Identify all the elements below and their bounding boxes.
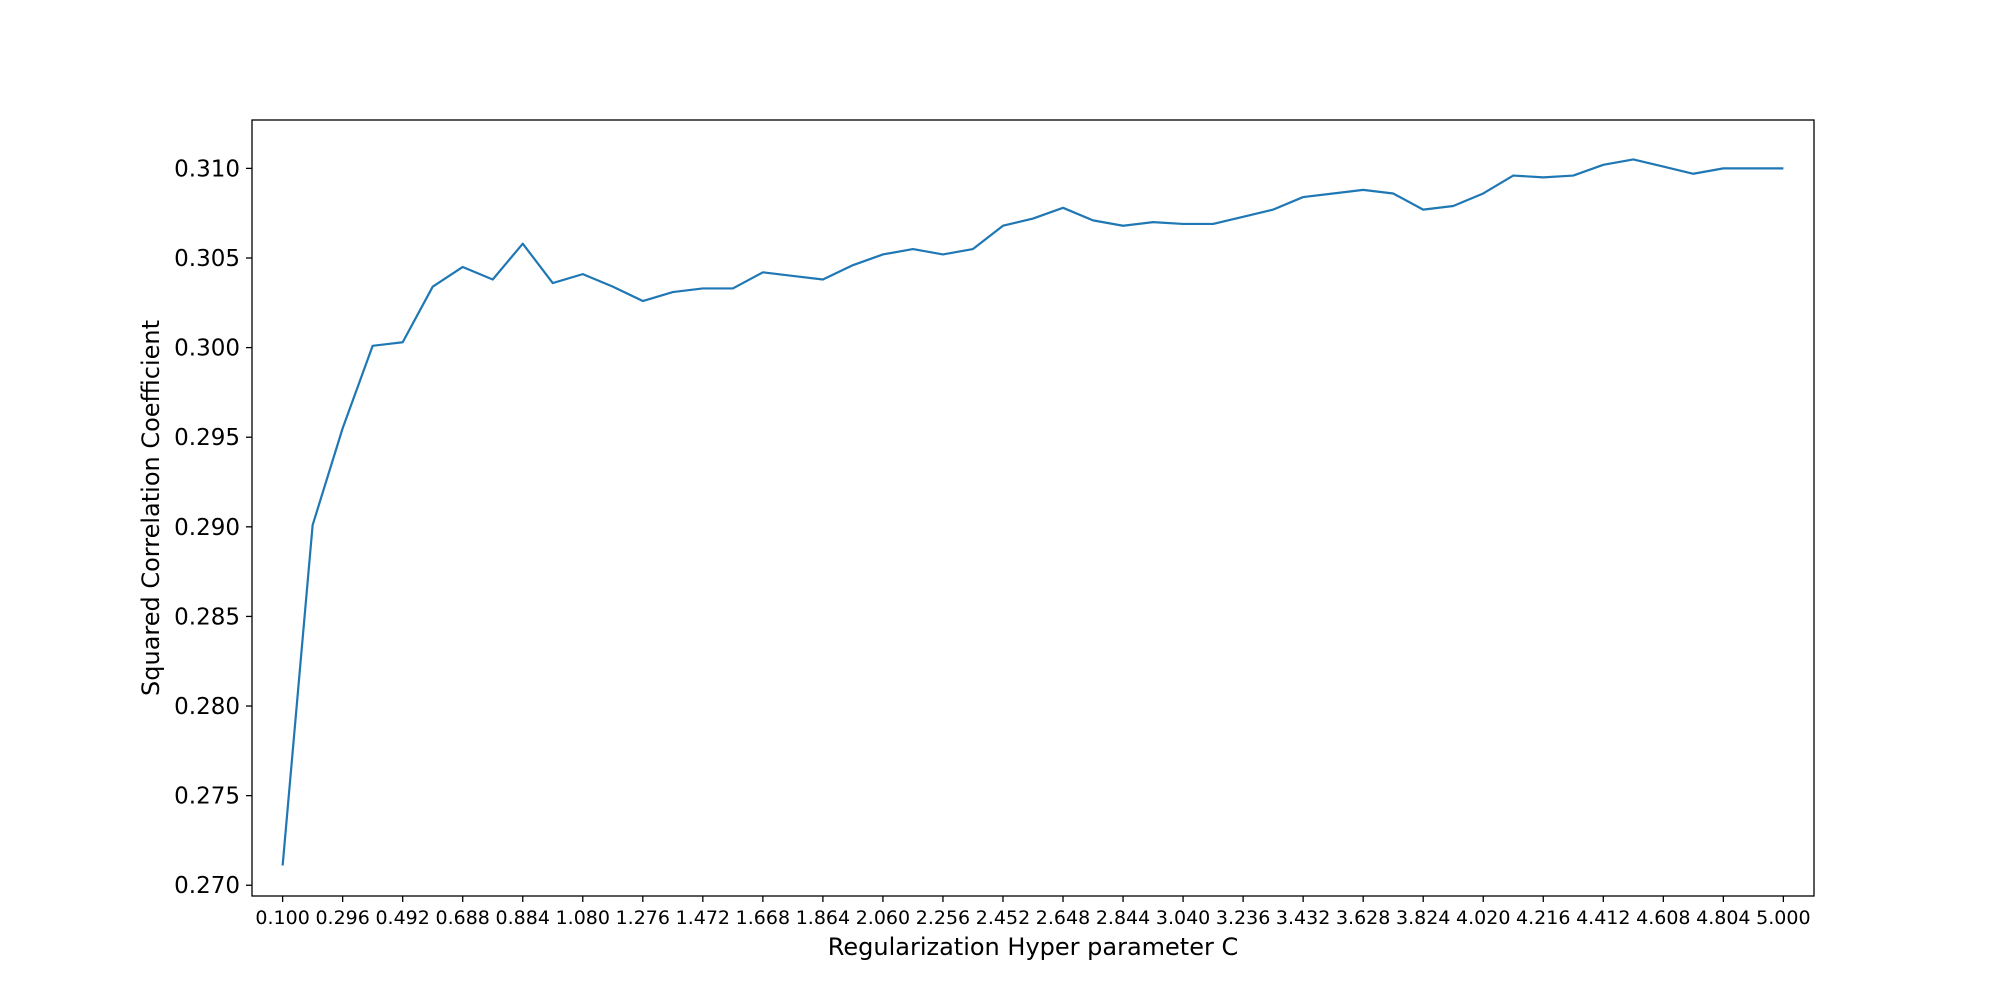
x-tick-label: 4.804 [1696,907,1750,929]
y-axis: 0.270 0.275 0.280 0.285 0.290 0.295 0.300 0.305… [174,156,252,899]
x-tick-label: 3.824 [1396,907,1450,929]
x-tick-label: 2.844 [1096,907,1150,929]
y-tick-label: 0.290 [174,515,240,541]
x-tick-label: 0.492 [375,907,429,929]
y-tick-label: 0.270 [174,873,240,899]
x-tick-label: 1.080 [556,907,610,929]
y-axis-title: Squared Correlation Coefficient [137,320,165,696]
x-tick-label: 1.276 [616,907,670,929]
x-tick-label: 2.060 [856,907,910,929]
x-tick-label: 0.100 [255,907,309,929]
x-tick-label: 3.432 [1276,907,1330,929]
x-tick-label: 0.688 [436,907,490,929]
x-tick-label: 4.412 [1576,907,1630,929]
x-tick-label: 2.648 [1036,907,1090,929]
x-tick-label: 3.236 [1216,907,1270,929]
x-tick-label: 3.040 [1156,907,1210,929]
x-tick-label: 1.472 [676,907,730,929]
series-line [281,158,1784,866]
x-tick-label: 2.256 [916,907,970,929]
x-tick-label: 3.628 [1336,907,1390,929]
y-tick-label: 0.300 [174,336,240,362]
plot-area [281,158,1784,866]
x-tick-label: 5.000 [1756,907,1810,929]
y-tick-label: 0.305 [174,246,240,272]
plot-frame [251,119,1815,897]
y-tick-label: 0.285 [174,604,240,630]
y-tick-label: 0.310 [174,156,240,182]
x-tick-label: 4.608 [1636,907,1690,929]
x-axis-title: Regularization Hyper parameter C [828,933,1238,961]
x-tick-label: 4.216 [1516,907,1570,929]
x-axis: 0.100 0.296 0.492 0.688 0.884 1.080 1.276 1.472… [255,896,1811,929]
y-tick-label: 0.280 [174,694,240,720]
x-tick-label: 2.452 [976,907,1030,929]
x-tick-label: 1.668 [736,907,790,929]
y-tick-label: 0.295 [174,425,240,451]
x-tick-label: 4.020 [1456,907,1510,929]
x-tick-label: 1.864 [796,907,850,929]
x-tick-label: 0.884 [496,907,550,929]
y-tick-label: 0.275 [174,784,240,810]
x-tick-label: 0.296 [315,907,369,929]
